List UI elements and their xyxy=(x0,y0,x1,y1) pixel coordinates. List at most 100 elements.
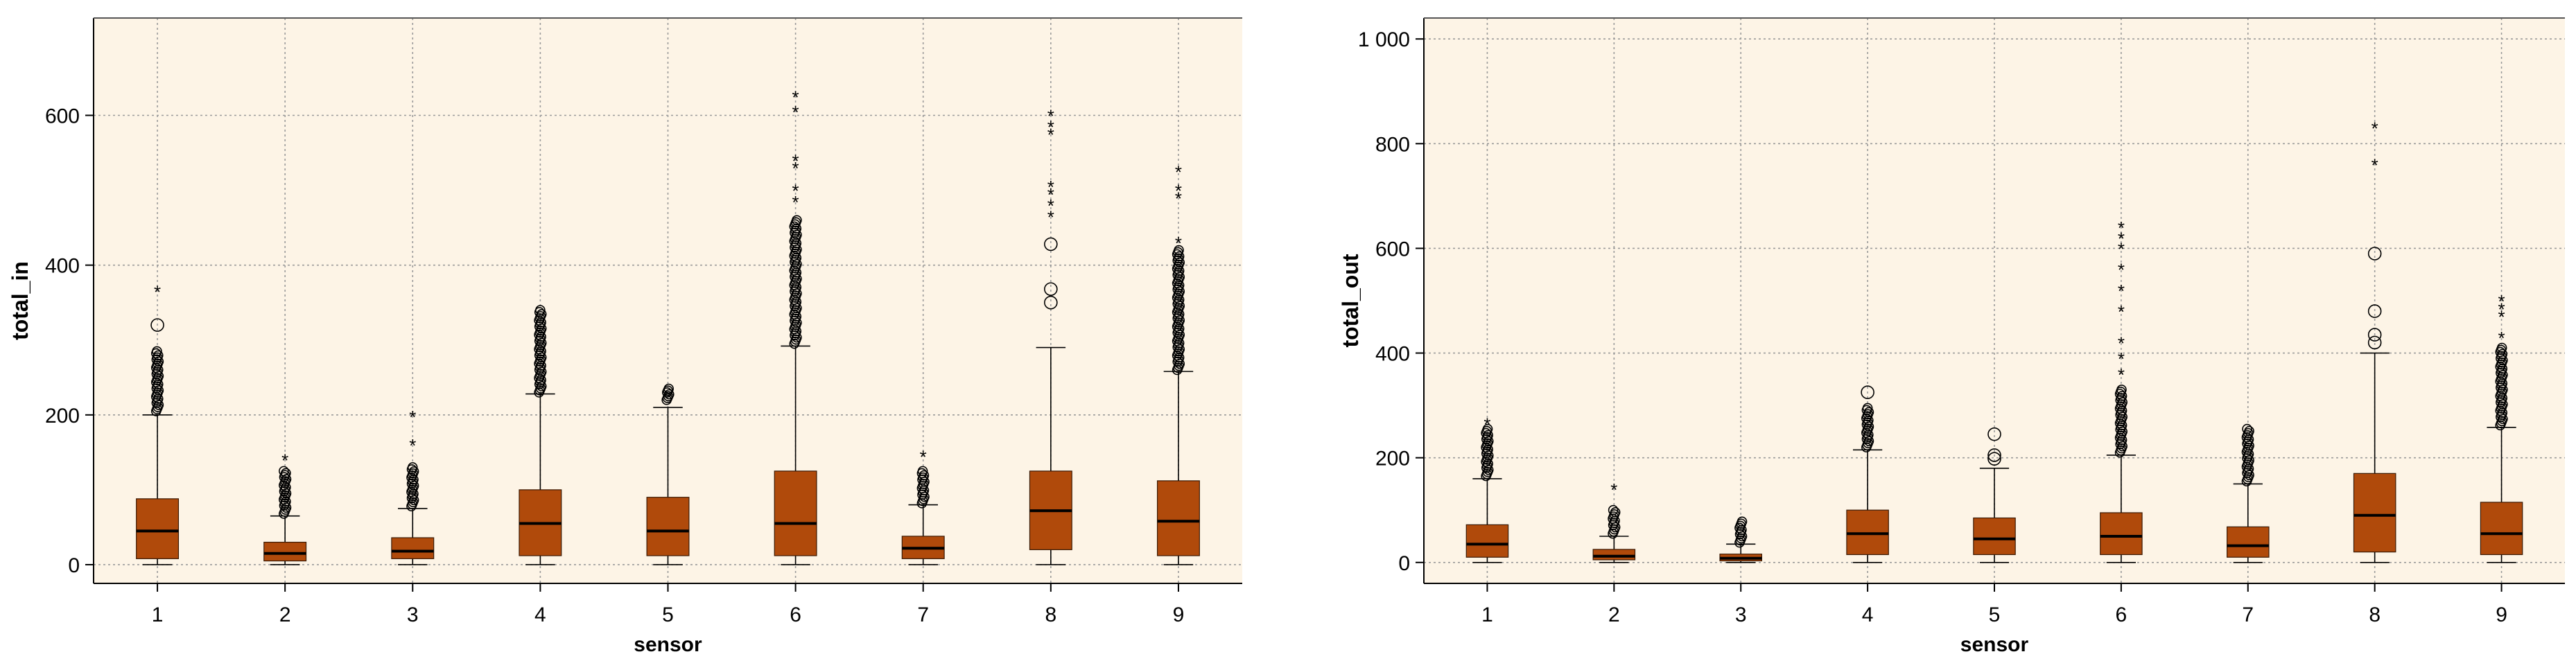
x-tick-label: 8 xyxy=(1045,603,1056,626)
extreme-star: * xyxy=(1047,184,1054,205)
outlier-point xyxy=(1863,415,1874,426)
outlier-point xyxy=(536,375,546,385)
outlier-circle xyxy=(1987,452,2001,466)
outlier-point xyxy=(1174,245,1184,256)
extreme-star: * xyxy=(2118,238,2125,259)
outlier-circle xyxy=(2367,328,2382,342)
y-tick-label: 600 xyxy=(1375,238,1410,261)
outlier-point xyxy=(281,482,291,493)
extreme-star: * xyxy=(1483,414,1490,435)
outlier-point xyxy=(1863,430,1874,440)
iqr-box xyxy=(263,541,307,562)
x-axis-title: sensor xyxy=(634,633,702,656)
x-tick-label: 1 xyxy=(1481,603,1493,626)
iqr-box xyxy=(2353,473,2396,553)
x-tick-label: 5 xyxy=(662,603,674,626)
box-sensor-4 xyxy=(519,305,562,565)
y-tick-label: 400 xyxy=(45,255,80,278)
extreme-star: * xyxy=(2118,260,2125,281)
iqr-box xyxy=(1592,549,1636,561)
iqr-box xyxy=(1156,480,1200,556)
outlier-circle xyxy=(1987,427,2001,441)
box-sensor-4 xyxy=(1846,385,1889,563)
x-tick-label: 7 xyxy=(917,603,929,626)
outlier-point xyxy=(536,346,546,357)
x-tick-label: 8 xyxy=(2369,603,2381,626)
outlier-point xyxy=(792,215,802,226)
outlier-circle xyxy=(1987,448,2001,462)
extreme-star: * xyxy=(920,446,927,467)
outlier-point xyxy=(791,223,802,234)
extreme-star: * xyxy=(1047,106,1054,127)
extreme-star: * xyxy=(2118,349,2125,369)
iqr-box xyxy=(2227,526,2270,558)
outlier-point xyxy=(536,317,546,328)
y-tick-label: 600 xyxy=(45,105,80,128)
extreme-star: * xyxy=(2118,228,2125,249)
extreme-star: * xyxy=(2118,301,2125,322)
outlier-point xyxy=(1174,337,1185,349)
outlier-point xyxy=(153,394,164,404)
outlier-point xyxy=(2116,420,2127,431)
extreme-star: * xyxy=(1047,195,1054,216)
outlier-circle xyxy=(150,318,164,332)
extreme-star: * xyxy=(1047,117,1054,138)
outlier-point xyxy=(2116,405,2127,416)
outlier-point xyxy=(407,462,418,473)
extreme-star: * xyxy=(2498,291,2505,312)
box-sensor-7 xyxy=(2227,423,2270,563)
extreme-star: * xyxy=(1175,233,1182,254)
extreme-star: * xyxy=(2498,299,2505,319)
outlier-point xyxy=(1174,280,1185,291)
outlier-point xyxy=(536,309,547,319)
extreme-star: * xyxy=(1175,188,1182,209)
outlier-point xyxy=(791,252,802,263)
chart-panel-2: 0 200 400 600 800 1 000 1 2 3 4 5 6 7 8 9 sensor total_o… xyxy=(1338,17,2565,656)
iqr-box xyxy=(2100,512,2143,556)
outlier-point xyxy=(152,346,162,357)
outlier-point xyxy=(408,474,419,485)
outlier-point xyxy=(153,379,164,389)
x-tick-label: 3 xyxy=(407,603,419,626)
outlier-point xyxy=(153,364,164,376)
box-sensor-8: ** xyxy=(2353,118,2396,563)
extreme-star: * xyxy=(281,450,288,471)
outlier-point xyxy=(2496,342,2507,353)
iqr-box xyxy=(1465,524,1509,558)
extreme-star: * xyxy=(2498,307,2505,328)
iqr-box xyxy=(774,470,817,556)
outlier-point xyxy=(1483,430,1493,441)
y-tick-label: 1 000 xyxy=(1358,28,1410,51)
x-tick-label: 4 xyxy=(534,603,546,626)
outlier-circle xyxy=(2367,335,2382,350)
outlier-point xyxy=(2497,393,2508,403)
outlier-point xyxy=(791,267,802,278)
extreme-star: * xyxy=(154,281,161,302)
outlier-point xyxy=(408,488,419,500)
outlier-point xyxy=(1174,265,1185,276)
outlier-point xyxy=(2243,464,2254,474)
outlier-point xyxy=(1863,407,1874,418)
outlier-point xyxy=(408,466,419,477)
outlier-point xyxy=(2116,391,2127,401)
box-sensor-2: * xyxy=(263,450,307,565)
outlier-circle xyxy=(2367,247,2382,261)
box-sensor-1: * xyxy=(1465,414,1509,563)
outlier-circle xyxy=(2367,304,2382,318)
extreme-star: * xyxy=(792,87,799,107)
outlier-point xyxy=(1174,294,1185,305)
outlier-point xyxy=(2244,425,2254,437)
y-tick-label: 0 xyxy=(68,554,80,577)
y-tick-label: 200 xyxy=(45,405,80,427)
outlier-point xyxy=(2116,434,2127,446)
x-tick-label: 5 xyxy=(1989,603,2001,626)
extreme-star: * xyxy=(792,192,799,213)
outlier-circle xyxy=(1044,237,1058,252)
extreme-star: * xyxy=(2118,218,2125,238)
outlier-point xyxy=(1483,459,1493,469)
outlier-point xyxy=(791,282,802,292)
x-tick-label: 9 xyxy=(2496,603,2507,626)
outlier-point xyxy=(2497,378,2508,389)
extreme-star: * xyxy=(2372,118,2378,139)
